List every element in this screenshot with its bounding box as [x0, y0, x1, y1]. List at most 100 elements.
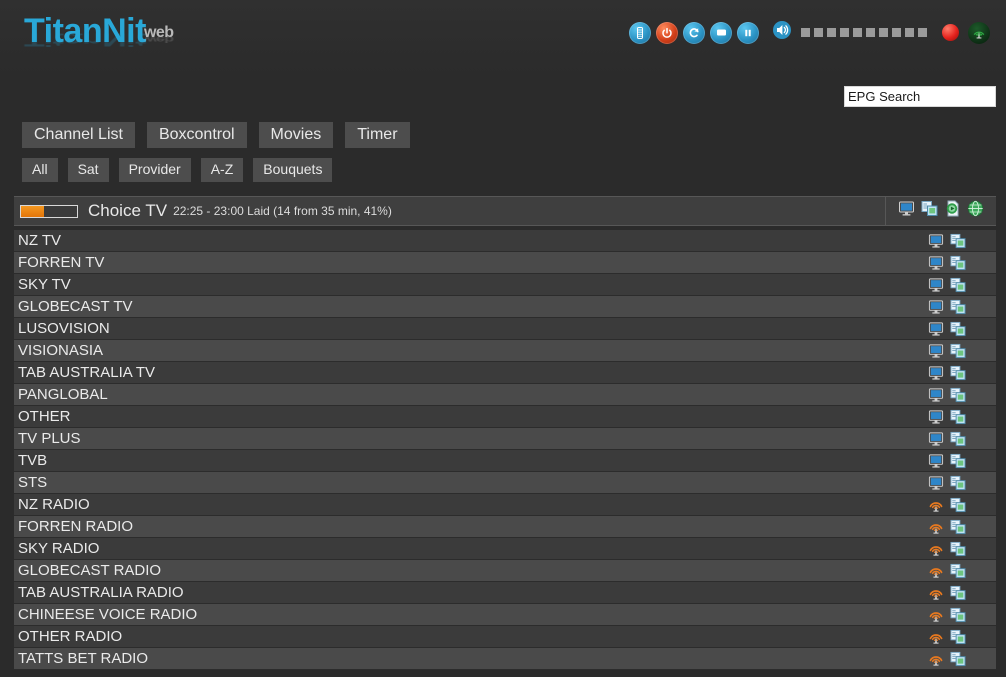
monitor-icon[interactable] [928, 453, 944, 469]
volume-segment[interactable] [879, 28, 888, 37]
volume-level-bar[interactable] [801, 28, 927, 37]
monitor-icon[interactable] [928, 387, 944, 403]
monitor-icon[interactable] [928, 299, 944, 315]
subtab-a-z[interactable]: A-Z [200, 158, 244, 182]
channel-row-actions [920, 387, 996, 403]
tab-channel-list[interactable]: Channel List [22, 122, 135, 148]
volume-segment[interactable] [801, 28, 810, 37]
monitor-icon[interactable] [928, 321, 944, 337]
tab-boxcontrol[interactable]: Boxcontrol [146, 122, 247, 148]
remote-control-icon[interactable] [629, 21, 651, 44]
monitor-icon[interactable] [928, 409, 944, 425]
volume-segment[interactable] [827, 28, 836, 37]
web-stream-icon[interactable] [967, 200, 984, 222]
search-input[interactable] [844, 86, 996, 107]
radio-antenna-icon[interactable] [928, 629, 944, 645]
channel-row[interactable]: LUSOVISION [14, 318, 996, 340]
radio-antenna-icon[interactable] [928, 585, 944, 601]
main-tab-bar: Channel List Boxcontrol Movies Timer [0, 110, 1006, 148]
tab-timer[interactable]: Timer [345, 122, 410, 148]
epg-list-icon[interactable] [950, 519, 966, 535]
epg-list-icon[interactable] [950, 299, 966, 315]
channel-row-label: CHINEESE VOICE RADIO [18, 605, 198, 623]
volume-segment[interactable] [918, 28, 927, 37]
epg-list-icon[interactable] [950, 651, 966, 667]
subtab-all[interactable]: All [22, 158, 58, 182]
epg-list-icon[interactable] [950, 541, 966, 557]
subtab-provider[interactable]: Provider [118, 158, 191, 182]
channel-row[interactable]: TVB [14, 450, 996, 472]
channel-row[interactable]: SKY RADIO [14, 538, 996, 560]
monitor-icon[interactable] [928, 255, 944, 271]
pause-icon[interactable] [737, 21, 759, 44]
channel-row-label: STS [18, 473, 48, 491]
radio-antenna-icon[interactable] [928, 607, 944, 623]
channel-row[interactable]: TATTS BET RADIO [14, 648, 996, 670]
refresh-icon[interactable] [683, 21, 705, 44]
channel-row[interactable]: TV PLUS [14, 428, 996, 450]
radio-antenna-icon[interactable] [928, 563, 944, 579]
stream-to-tv-icon[interactable] [898, 200, 915, 222]
channel-row[interactable]: CHINEESE VOICE RADIO [14, 604, 996, 626]
multi-window-icon[interactable] [921, 200, 938, 222]
radio-antenna-icon[interactable] [928, 497, 944, 513]
tab-movies[interactable]: Movies [258, 122, 334, 148]
monitor-icon[interactable] [928, 277, 944, 293]
channel-row[interactable]: PANGLOBAL [14, 384, 996, 406]
channel-row-label: GLOBECAST TV [18, 297, 133, 315]
channel-list: NZ TV FORREN TV SKY TV GLOBECAST TV LUSO… [14, 230, 996, 670]
subtab-sat[interactable]: Sat [67, 158, 109, 182]
radio-antenna-icon[interactable] [928, 541, 944, 557]
channel-row[interactable]: SKY TV [14, 274, 996, 296]
channel-row[interactable]: NZ RADIO [14, 494, 996, 516]
monitor-icon[interactable] [928, 431, 944, 447]
monitor-icon[interactable] [928, 233, 944, 249]
volume-segment[interactable] [892, 28, 901, 37]
channel-row[interactable]: FORREN TV [14, 252, 996, 274]
channel-row[interactable]: OTHER [14, 406, 996, 428]
volume-segment[interactable] [905, 28, 914, 37]
media-file-icon[interactable] [944, 200, 961, 222]
radio-antenna-icon[interactable] [928, 651, 944, 667]
channel-row[interactable]: TAB AUSTRALIA TV [14, 362, 996, 384]
power-icon[interactable] [656, 21, 678, 44]
monitor-icon[interactable] [928, 365, 944, 381]
epg-list-icon[interactable] [950, 409, 966, 425]
epg-list-icon[interactable] [950, 321, 966, 337]
epg-list-icon[interactable] [950, 343, 966, 359]
epg-list-icon[interactable] [950, 431, 966, 447]
monitor-icon[interactable] [928, 475, 944, 491]
epg-list-icon[interactable] [950, 453, 966, 469]
channel-row-label: TATTS BET RADIO [18, 649, 149, 667]
volume-segment[interactable] [814, 28, 823, 37]
screenshot-icon[interactable] [710, 21, 732, 44]
epg-list-icon[interactable] [950, 629, 966, 645]
volume-speaker-icon[interactable] [772, 20, 792, 45]
epg-list-icon[interactable] [950, 497, 966, 513]
volume-segment[interactable] [866, 28, 875, 37]
epg-list-icon[interactable] [950, 233, 966, 249]
epg-list-icon[interactable] [950, 563, 966, 579]
epg-list-icon[interactable] [950, 607, 966, 623]
subtab-bouquets[interactable]: Bouquets [253, 158, 333, 182]
channel-row[interactable]: NZ TV [14, 230, 996, 252]
epg-list-icon[interactable] [950, 585, 966, 601]
channel-row[interactable]: GLOBECAST RADIO [14, 560, 996, 582]
channel-row[interactable]: STS [14, 472, 996, 494]
channel-row-label: GLOBECAST RADIO [18, 561, 162, 579]
channel-row[interactable]: GLOBECAST TV [14, 296, 996, 318]
radio-antenna-icon[interactable] [928, 519, 944, 535]
channel-row[interactable]: VISIONASIA [14, 340, 996, 362]
epg-list-icon[interactable] [950, 255, 966, 271]
epg-list-icon[interactable] [950, 365, 966, 381]
monitor-icon[interactable] [928, 343, 944, 359]
epg-list-icon[interactable] [950, 387, 966, 403]
search-row [0, 76, 1006, 110]
channel-row[interactable]: FORREN RADIO [14, 516, 996, 538]
volume-segment[interactable] [840, 28, 849, 37]
volume-segment[interactable] [853, 28, 862, 37]
channel-row[interactable]: OTHER RADIO [14, 626, 996, 648]
epg-list-icon[interactable] [950, 277, 966, 293]
epg-list-icon[interactable] [950, 475, 966, 491]
channel-row[interactable]: TAB AUSTRALIA RADIO [14, 582, 996, 604]
